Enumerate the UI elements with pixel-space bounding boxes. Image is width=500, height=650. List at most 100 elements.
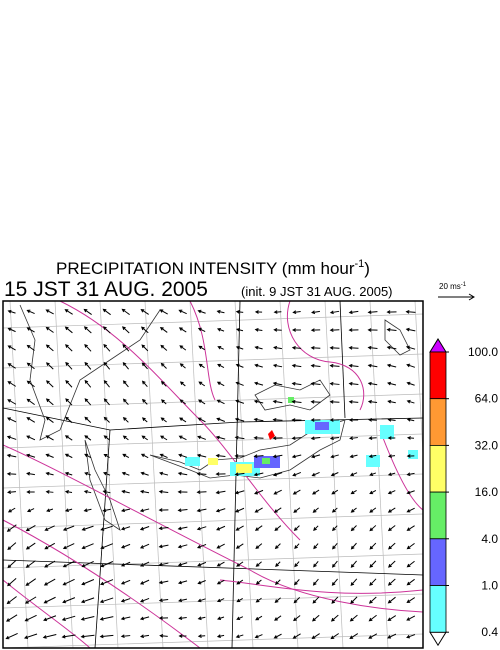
wind-arrow <box>215 435 226 440</box>
colorbar-segment <box>429 444 447 493</box>
colorbar-label: 1.0 <box>481 579 498 593</box>
wind-arrow <box>196 526 207 531</box>
wind-arrow <box>81 561 94 568</box>
wind-arrow <box>254 363 263 368</box>
wind-arrow <box>139 526 150 531</box>
wind-arrow <box>177 562 188 567</box>
wind-arrow <box>45 490 54 494</box>
wind-arrow <box>44 542 56 550</box>
wind-arrow <box>406 578 415 586</box>
wind-arrow <box>329 328 340 332</box>
wind-arrow <box>387 525 396 532</box>
wind-arrow <box>80 634 95 639</box>
wind-arrow <box>141 344 149 352</box>
wind-arrow <box>160 435 168 441</box>
wind-arrow <box>197 309 206 314</box>
wind-arrow <box>141 417 148 423</box>
wind-arrow <box>45 435 54 441</box>
wind-arrow <box>62 578 75 586</box>
wind-arrow <box>311 633 320 639</box>
wind-arrow <box>310 328 321 332</box>
wind-arrow <box>274 543 281 550</box>
wind-arrow <box>102 508 111 513</box>
wind-arrow <box>216 399 225 405</box>
wind-arrow <box>6 435 17 440</box>
wind-arrow <box>313 560 319 568</box>
wind-arrow <box>122 416 129 423</box>
wind-arrow <box>121 471 130 476</box>
wind-arrow <box>312 596 320 604</box>
wind-arrow <box>313 543 319 550</box>
wind-arrow <box>7 363 16 369</box>
wind-arrow <box>158 562 169 567</box>
wind-arrow <box>178 616 187 621</box>
wind-arrow <box>406 597 416 604</box>
wind-arrow <box>235 525 244 531</box>
wind-arrow <box>139 489 150 494</box>
wind-arrow <box>45 380 54 388</box>
wind-arrow <box>26 362 35 370</box>
wind-arrow <box>102 489 111 494</box>
wind-arrow <box>310 418 321 422</box>
wind-arrow <box>312 578 319 586</box>
wind-arrow <box>387 417 396 422</box>
colorbar-segment <box>429 398 447 446</box>
wind-arrow <box>235 381 244 386</box>
wind-arrow <box>235 310 244 314</box>
wind-arrow <box>43 578 56 586</box>
wind-arrow <box>26 490 35 494</box>
wind-arrow <box>24 596 37 604</box>
wind-arrow <box>291 418 302 422</box>
wind-arrow <box>369 472 377 476</box>
wind-arrow <box>236 561 244 567</box>
wind-arrow <box>234 417 245 422</box>
wind-arrow <box>103 398 110 406</box>
wind-arrow <box>215 508 226 513</box>
precip-cell <box>208 458 218 465</box>
wind-arrow <box>25 524 36 532</box>
wind-arrow <box>388 542 396 550</box>
coastline <box>84 439 121 531</box>
wind-arrow <box>65 344 73 352</box>
init-time: (init. 9 JST 31 AUG. 2005) <box>241 284 393 299</box>
wind-arrow <box>406 542 415 550</box>
wind-arrow <box>196 543 207 549</box>
wind-arrow <box>349 633 359 639</box>
wind-arrow <box>406 381 415 386</box>
wind-arrow <box>273 633 282 639</box>
wind-arrow <box>99 634 114 639</box>
wind-arrow <box>159 634 168 638</box>
wind-arrow <box>121 308 130 316</box>
wind-arrow <box>329 363 340 368</box>
wind-arrow <box>272 381 283 386</box>
wind-arrow <box>348 345 359 350</box>
wind-arrow <box>160 362 167 369</box>
precip-cell <box>366 455 380 467</box>
wind-arrow <box>25 542 36 550</box>
graticule-line <box>3 473 423 489</box>
wind-vectors <box>5 308 416 640</box>
wind-arrow <box>253 399 264 404</box>
wind-scale-superscript: -1 <box>461 282 467 288</box>
precip-cell <box>262 458 270 464</box>
wind-arrow <box>291 381 302 386</box>
wind-arrow <box>139 579 150 585</box>
colorbar-label: 100.0 <box>468 345 498 359</box>
wind-arrow <box>292 310 301 315</box>
wind-arrow <box>405 327 416 332</box>
wind-arrow <box>44 560 56 568</box>
wind-arrow <box>254 507 263 513</box>
wind-arrow <box>349 436 358 441</box>
wind-arrow <box>291 363 302 368</box>
precip-cell <box>408 450 418 459</box>
colorbar-segment <box>429 538 447 586</box>
wind-arrow <box>387 454 396 458</box>
wind-arrow <box>255 597 262 603</box>
colorbar-segment <box>429 351 447 400</box>
wind-arrow <box>122 344 130 352</box>
wind-arrow <box>406 525 415 531</box>
wind-arrow <box>7 578 17 587</box>
wind-arrow <box>197 417 206 423</box>
wind-arrow <box>178 435 187 441</box>
wind-arrow <box>368 436 377 440</box>
